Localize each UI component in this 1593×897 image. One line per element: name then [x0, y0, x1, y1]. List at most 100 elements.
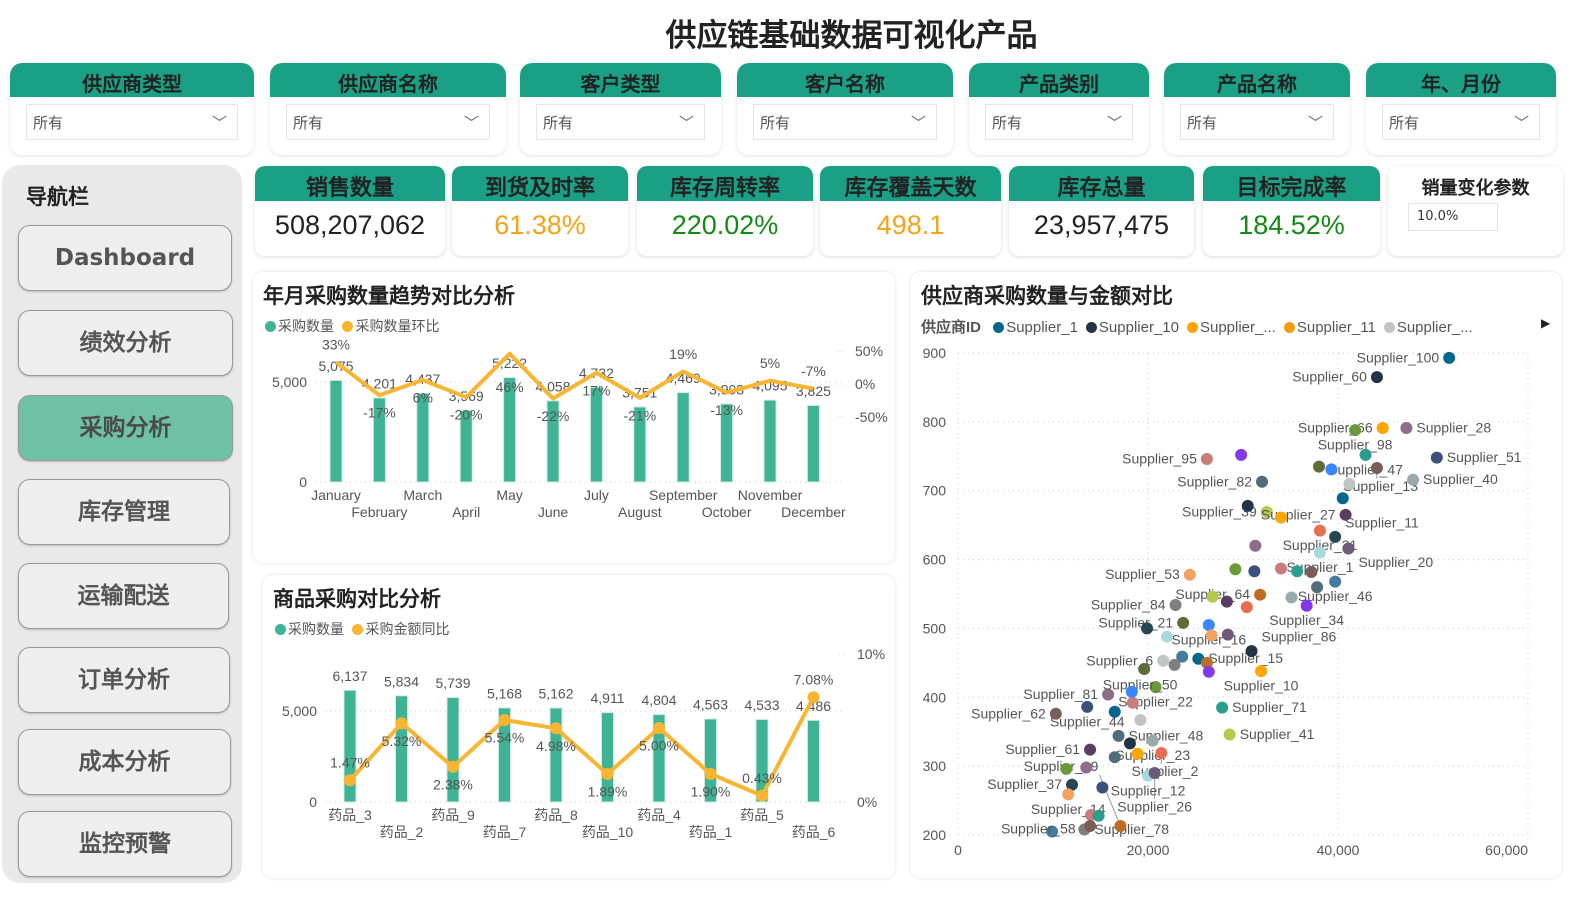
scatter-point[interactable]: [1062, 788, 1075, 801]
scatter-point[interactable]: [1256, 475, 1268, 488]
line-point[interactable]: [395, 717, 408, 730]
line-point[interactable]: [601, 768, 614, 781]
scatter-point[interactable]: [1060, 762, 1073, 775]
scatter-point[interactable]: [1275, 511, 1287, 524]
legend-label[interactable]: Supplier_1: [1006, 319, 1078, 336]
filter-dropdown[interactable]: 所有 ﹀: [1180, 104, 1334, 140]
filter-dropdown[interactable]: 所有 ﹀: [1382, 104, 1540, 140]
nav-button[interactable]: 采购分析: [18, 395, 233, 461]
scatter-point[interactable]: [1084, 743, 1097, 756]
nav-button[interactable]: 订单分析: [18, 647, 230, 713]
bar[interactable]: [503, 377, 517, 483]
scatter-point[interactable]: [1183, 568, 1196, 581]
scatter-point[interactable]: [1329, 530, 1342, 543]
scatter-point[interactable]: [1376, 422, 1389, 435]
nav-button[interactable]: 库存管理: [18, 479, 230, 545]
line-point[interactable]: [704, 767, 717, 780]
bar[interactable]: [446, 697, 460, 803]
scatter-point[interactable]: [1202, 618, 1215, 631]
scatter-point[interactable]: [1108, 751, 1121, 764]
scatter-point[interactable]: [1046, 825, 1059, 838]
filter-dropdown[interactable]: 所有 ﹀: [286, 104, 490, 140]
scatter-point[interactable]: [1131, 747, 1144, 760]
scatter-point[interactable]: [1141, 622, 1154, 635]
scatter-point[interactable]: [1249, 539, 1262, 552]
scatter-point[interactable]: [1342, 542, 1355, 555]
bar[interactable]: [704, 718, 717, 803]
scatter-point[interactable]: [1313, 460, 1325, 473]
legend-label[interactable]: Supplier_10: [1098, 319, 1179, 336]
bar[interactable]: [755, 718, 769, 803]
scatter-point[interactable]: [1102, 688, 1115, 701]
scatter-point[interactable]: [1223, 728, 1236, 741]
nav-button[interactable]: Dashboard: [18, 225, 232, 291]
line-point[interactable]: [653, 722, 665, 734]
scatter-point[interactable]: [1235, 448, 1248, 461]
scatter-point[interactable]: [1206, 590, 1219, 603]
scatter-point[interactable]: [1311, 581, 1324, 594]
bar[interactable]: [549, 707, 563, 803]
bar[interactable]: [329, 380, 343, 483]
legend-label[interactable]: Supplier_...: [1199, 319, 1276, 336]
scatter-point[interactable]: [1080, 761, 1093, 774]
scatter-point[interactable]: [1081, 700, 1094, 713]
filter-dropdown[interactable]: 所有 ﹀: [536, 104, 705, 140]
scatter-point[interactable]: [1245, 645, 1258, 658]
scatter-point[interactable]: [1248, 565, 1261, 578]
scatter-point[interactable]: [1221, 628, 1234, 641]
scatter-point[interactable]: [1149, 680, 1162, 693]
bar[interactable]: [676, 392, 690, 483]
bar[interactable]: [459, 410, 473, 483]
filter-dropdown[interactable]: 所有 ﹀: [753, 104, 937, 140]
scatter-point[interactable]: [1126, 696, 1139, 709]
scatter-point[interactable]: [1336, 492, 1349, 505]
bar[interactable]: [806, 405, 820, 483]
scatter-point[interactable]: [1291, 565, 1304, 578]
bar[interactable]: [546, 400, 560, 483]
scatter-point[interactable]: [1229, 563, 1242, 576]
line-point[interactable]: [807, 691, 820, 704]
legend-next-arrow-icon[interactable]: ▶: [1541, 316, 1551, 330]
scatter-point[interactable]: [1092, 809, 1105, 822]
scatter-point[interactable]: [1216, 701, 1229, 714]
scatter-point[interactable]: [1123, 737, 1136, 750]
nav-button[interactable]: 监控预警: [18, 811, 232, 877]
scatter-point[interactable]: [1305, 565, 1318, 578]
scatter-point[interactable]: [1300, 599, 1313, 612]
scatter-point[interactable]: [1430, 451, 1443, 464]
scatter-point[interactable]: [1202, 665, 1215, 678]
bar[interactable]: [416, 392, 430, 483]
scatter-point[interactable]: [1084, 820, 1097, 833]
bar[interactable]: [763, 399, 777, 483]
scatter-point[interactable]: [1112, 729, 1125, 742]
scatter-point[interactable]: [1400, 422, 1413, 435]
scatter-point[interactable]: [1339, 508, 1352, 521]
nav-button[interactable]: 运输配送: [18, 563, 229, 629]
scatter-point[interactable]: [1200, 656, 1213, 669]
line-point[interactable]: [550, 722, 562, 735]
scatter-point[interactable]: [1066, 778, 1078, 791]
scatter-point[interactable]: [1349, 424, 1362, 437]
nav-button[interactable]: 绩效分析: [18, 310, 233, 376]
scatter-point[interactable]: [1157, 654, 1170, 667]
scatter-point[interactable]: [1155, 747, 1168, 760]
nav-button[interactable]: 成本分析: [18, 729, 231, 795]
scatter-point[interactable]: [1200, 453, 1213, 466]
scatter-point[interactable]: [1343, 477, 1356, 490]
param-input[interactable]: 10.0%: [1408, 203, 1498, 231]
scatter-point[interactable]: [1108, 705, 1121, 718]
scatter-point[interactable]: [1443, 351, 1456, 364]
scatter-point[interactable]: [1370, 461, 1383, 474]
scatter-point[interactable]: [1169, 599, 1182, 612]
scatter-point[interactable]: [1325, 463, 1338, 476]
scatter-point[interactable]: [1255, 665, 1268, 678]
bar[interactable]: [498, 707, 511, 803]
scatter-point[interactable]: [1220, 595, 1233, 608]
scatter-point[interactable]: [1370, 371, 1383, 384]
line-point[interactable]: [344, 774, 356, 787]
scatter-point[interactable]: [1254, 588, 1267, 601]
scatter-point[interactable]: [1407, 473, 1420, 486]
bar[interactable]: [720, 403, 734, 483]
scatter-point[interactable]: [1260, 506, 1273, 519]
scatter-point[interactable]: [1275, 562, 1287, 575]
